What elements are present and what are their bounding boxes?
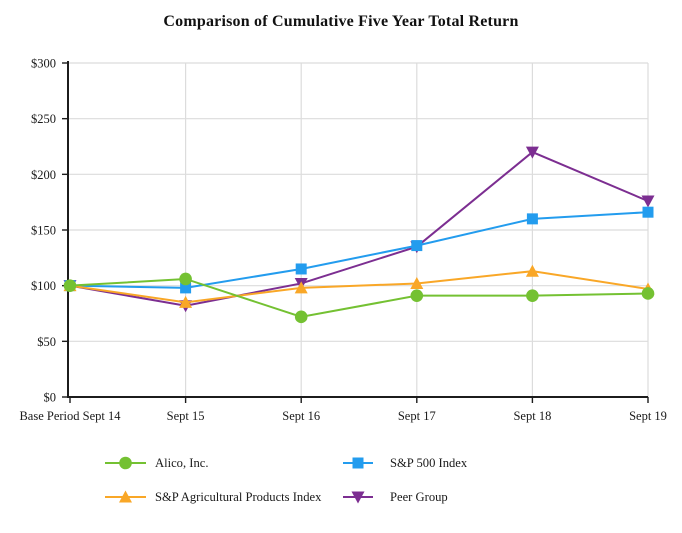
y-tick-label: $250	[31, 112, 56, 126]
series-marker-alico-inc	[641, 287, 655, 300]
series-line-peer-group	[69, 150, 649, 307]
series-marker-s-p-500-index	[411, 240, 423, 252]
sp500-line-marker-icon	[343, 457, 373, 469]
series-line-alico-inc	[69, 277, 649, 318]
series-marker-s-p-500-index	[642, 206, 654, 218]
x-tick-label: Sept 15	[167, 409, 205, 423]
series-marker-alico-inc	[410, 289, 424, 302]
legend-item-sp500: S&P 500 Index	[343, 455, 467, 471]
legend-label-peer-group: Peer Group	[390, 489, 448, 504]
series-line-s-p-agricultural-products-index	[69, 270, 649, 304]
x-tick-label: Sept 19	[629, 409, 667, 423]
legend-item-peer-group: Peer Group	[343, 489, 448, 505]
legend-marker-circle	[119, 456, 132, 470]
series-marker-alico-inc	[294, 310, 308, 324]
y-tick-label: $50	[37, 335, 56, 349]
x-tick-label: Sept 17	[398, 409, 436, 423]
series-marker-s-p-500-index	[180, 282, 192, 294]
series-marker-s-p-500-index	[526, 213, 538, 225]
y-tick-label: $150	[31, 224, 56, 238]
legend-label-sp500: S&P 500 Index	[390, 455, 468, 470]
sp-agricultural-line-marker-icon	[105, 490, 146, 503]
legend-marker-triangle-down	[351, 491, 365, 504]
x-tick-label: Sept 16	[282, 409, 320, 423]
peer-group-line-marker-icon	[343, 491, 373, 504]
legend-label-sp-agricultural: S&P Agricultural Products Index	[155, 489, 322, 504]
series-marker-s-p-agricultural-products-index	[294, 281, 308, 294]
series-marker-s-p-agricultural-products-index	[410, 276, 424, 289]
legend-label-alico: Alico, Inc.	[155, 455, 209, 470]
plot-area: $0 $50 $100 $150 $200 $250 $300 Base Period Sep…	[19, 57, 667, 424]
series-line-s-p-500-index	[69, 211, 649, 289]
x-tick-label: Sept 18	[513, 409, 551, 423]
chart-title: Comparison of Cumulative Five Year Total…	[163, 13, 519, 30]
series-marker-s-p-agricultural-products-index	[525, 264, 539, 277]
legend-marker-triangle-up	[119, 490, 132, 503]
series-marker-alico-inc	[526, 289, 539, 302]
series-marker-s-p-agricultural-products-index	[179, 295, 193, 308]
series-marker-alico-inc	[179, 272, 192, 286]
series-marker-s-p-500-index	[295, 263, 307, 275]
legend-item-alico: Alico, Inc.	[105, 455, 209, 471]
y-tick-label: $300	[31, 57, 56, 71]
y-tick-label: $0	[44, 391, 57, 405]
series-marker-peer-group	[641, 195, 655, 208]
series-marker-alico-inc	[63, 279, 77, 292]
legend-marker-square	[352, 457, 364, 469]
alico-line-marker-icon	[105, 456, 146, 470]
legend-item-sp-agricultural: S&P Agricultural Products Index	[105, 489, 321, 505]
series-marker-peer-group	[525, 146, 539, 159]
y-tick-label: $200	[31, 168, 56, 182]
y-tick-label: $100	[31, 279, 56, 293]
x-tick-label: Base Period Sept 14	[19, 409, 121, 423]
